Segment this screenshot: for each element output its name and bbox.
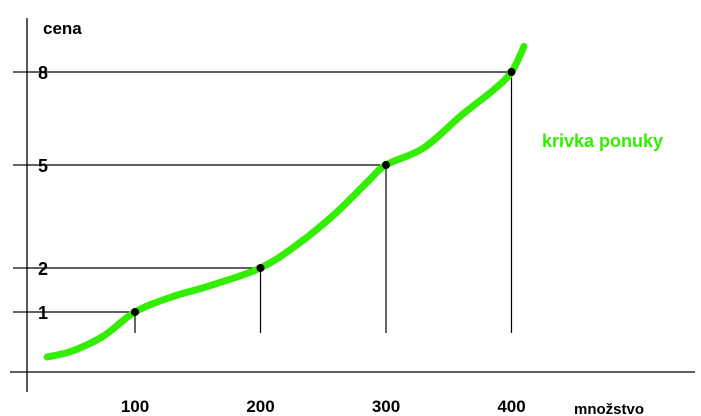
- series-label: krivka ponuky: [542, 131, 663, 151]
- x-axis-label: množstvo: [574, 401, 644, 416]
- x-tick-label: 200: [246, 397, 274, 416]
- marked-point: [256, 264, 265, 272]
- y-tick-label: 5: [38, 156, 48, 176]
- x-tick-label: 100: [121, 397, 149, 416]
- x-tick-label: 300: [372, 397, 400, 416]
- marked-point: [507, 68, 516, 76]
- marked-point: [131, 308, 139, 316]
- supply-curve-line: [43, 42, 528, 361]
- x-tick-label: 400: [497, 397, 525, 416]
- y-axis-label: cena: [43, 19, 82, 38]
- y-tick-label: 2: [38, 259, 48, 279]
- y-tick-label: 1: [38, 303, 48, 323]
- y-tick-label: 8: [38, 63, 48, 83]
- marked-point: [382, 161, 390, 169]
